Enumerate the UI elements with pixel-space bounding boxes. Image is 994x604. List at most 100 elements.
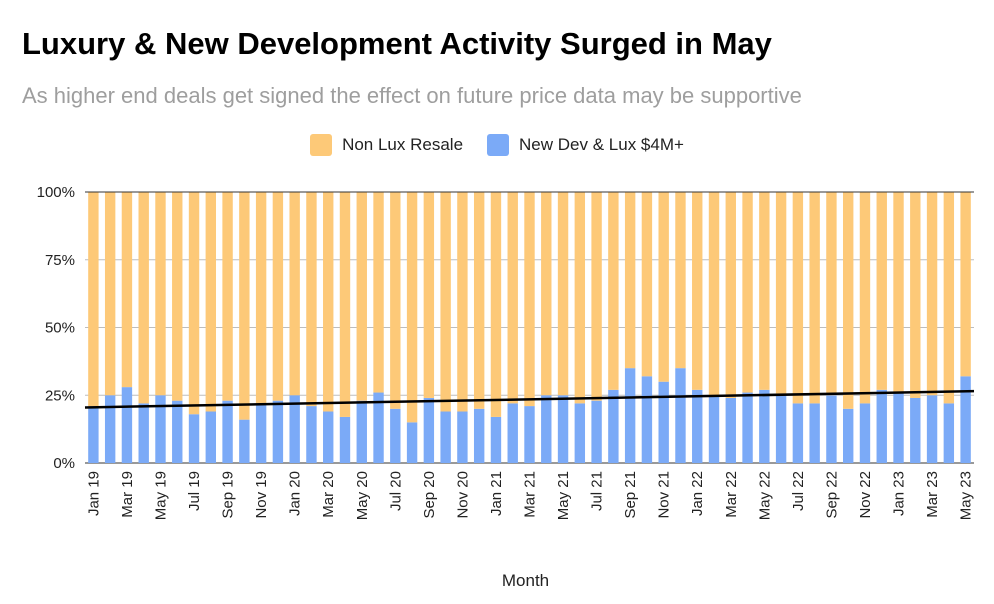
bar-non-lux-resale <box>121 192 133 388</box>
bar-new-dev-lux <box>675 368 686 463</box>
bar-non-lux-resale <box>893 192 904 393</box>
bar-new-dev-lux <box>775 395 787 463</box>
bar-new-dev-lux <box>708 395 720 463</box>
bar-non-lux-resale <box>104 192 116 396</box>
legend-swatch-non-lux <box>310 134 333 156</box>
x-tick-label: Jan 19 <box>85 471 102 516</box>
bar-non-lux-resale <box>323 192 334 412</box>
bar-non-lux-resale <box>440 192 451 412</box>
bar-new-dev-lux <box>725 397 736 463</box>
bar-non-lux-resale <box>641 192 653 377</box>
bar-new-dev-lux <box>893 392 904 463</box>
bar-non-lux-resale <box>708 192 720 396</box>
x-tick-label: May 19 <box>152 471 169 520</box>
bar-new-dev-lux <box>440 411 451 463</box>
bar-non-lux-resale <box>859 192 871 404</box>
x-tick-label: Jul 20 <box>387 471 404 511</box>
x-tick-label: Nov 21 <box>656 471 673 519</box>
bar-non-lux-resale <box>826 192 837 396</box>
bar-new-dev-lux <box>323 411 334 463</box>
bar-new-dev-lux <box>608 389 619 463</box>
bar-new-dev-lux <box>490 416 502 463</box>
bar-new-dev-lux <box>373 392 384 463</box>
y-tick-label: 100% <box>37 184 75 201</box>
bar-non-lux-resale <box>792 192 804 404</box>
bar-non-lux-resale <box>423 192 435 398</box>
bar-new-dev-lux <box>423 397 435 463</box>
bar-new-dev-lux <box>406 422 418 463</box>
bar-non-lux-resale <box>473 192 485 409</box>
bar-new-dev-lux <box>658 381 669 463</box>
bar-new-dev-lux <box>557 395 569 463</box>
bar-new-dev-lux <box>910 397 921 463</box>
x-tick-label: Nov 20 <box>454 471 471 519</box>
bar-new-dev-lux <box>155 395 166 463</box>
chart-title: Luxury & New Development Activity Surged… <box>22 26 772 61</box>
x-tick-label: Mar 19 <box>119 471 136 518</box>
bar-non-lux-resale <box>809 192 820 404</box>
x-tick-label: Jan 23 <box>891 471 908 516</box>
bar-non-lux-resale <box>591 192 602 401</box>
bar-non-lux-resale <box>172 192 183 401</box>
bar-new-dev-lux <box>289 395 300 463</box>
bar-new-dev-lux <box>121 387 133 463</box>
bar-non-lux-resale <box>457 192 468 412</box>
x-tick-label: Jul 19 <box>186 471 203 511</box>
x-tick-label: Sep 22 <box>823 471 840 519</box>
bar-non-lux-resale <box>356 192 367 401</box>
bar-new-dev-lux <box>926 395 938 463</box>
bar-new-dev-lux <box>188 414 200 463</box>
bar-new-dev-lux <box>457 411 468 463</box>
x-tick-label: Nov 22 <box>857 471 874 519</box>
bar-new-dev-lux <box>591 400 602 463</box>
bar-non-lux-resale <box>507 192 518 404</box>
bar-new-dev-lux <box>390 408 401 463</box>
bar-new-dev-lux <box>574 403 586 463</box>
bar-non-lux-resale <box>205 192 217 412</box>
bar-non-lux-resale <box>557 192 569 396</box>
x-axis-title: Month <box>502 571 549 590</box>
x-tick-label: Jul 22 <box>790 471 807 511</box>
chart-legend: Non Lux Resale New Dev & Lux $4M+ <box>0 134 994 156</box>
bar-non-lux-resale <box>88 192 99 407</box>
bar-new-dev-lux <box>473 408 485 463</box>
bar-non-lux-resale <box>272 192 284 401</box>
bar-new-dev-lux <box>943 403 955 463</box>
bar-new-dev-lux <box>356 400 367 463</box>
bar-non-lux-resale <box>541 192 552 396</box>
bar-new-dev-lux <box>809 403 820 463</box>
x-tick-label: Sep 21 <box>622 471 639 519</box>
trendline <box>84 389 975 409</box>
bar-new-dev-lux <box>138 403 149 463</box>
bar-non-lux-resale <box>658 192 669 382</box>
bar-non-lux-resale <box>624 192 636 369</box>
bar-non-lux-resale <box>742 192 753 393</box>
bar-new-dev-lux <box>759 389 770 463</box>
bar-non-lux-resale <box>306 192 317 407</box>
bar-new-dev-lux <box>692 389 703 463</box>
bar-new-dev-lux <box>859 403 871 463</box>
x-tick-label: Mar 23 <box>924 471 941 518</box>
bar-non-lux-resale <box>608 192 619 390</box>
x-tick-label: Sep 19 <box>220 471 237 519</box>
bar-non-lux-resale <box>943 192 955 404</box>
bar-new-dev-lux <box>222 400 233 463</box>
bar-new-dev-lux <box>742 392 753 463</box>
bar-non-lux-resale <box>490 192 502 417</box>
legend-item-non-lux: Non Lux Resale <box>310 134 463 156</box>
legend-label-new-dev-lux: New Dev & Lux $4M+ <box>519 135 684 154</box>
bar-new-dev-lux <box>624 368 636 463</box>
bar-non-lux-resale <box>876 192 887 390</box>
x-tick-label: Mar 21 <box>522 471 539 518</box>
bar-new-dev-lux <box>306 406 317 463</box>
bar-non-lux-resale <box>390 192 401 409</box>
bar-non-lux-resale <box>574 192 586 404</box>
x-tick-label: May 22 <box>756 471 773 520</box>
bar-non-lux-resale <box>926 192 938 396</box>
bar-non-lux-resale <box>222 192 233 401</box>
bar-new-dev-lux <box>172 400 183 463</box>
bar-non-lux-resale <box>960 192 971 377</box>
bar-new-dev-lux <box>239 419 250 463</box>
y-tick-label: 0% <box>53 455 75 472</box>
bar-non-lux-resale <box>675 192 686 369</box>
